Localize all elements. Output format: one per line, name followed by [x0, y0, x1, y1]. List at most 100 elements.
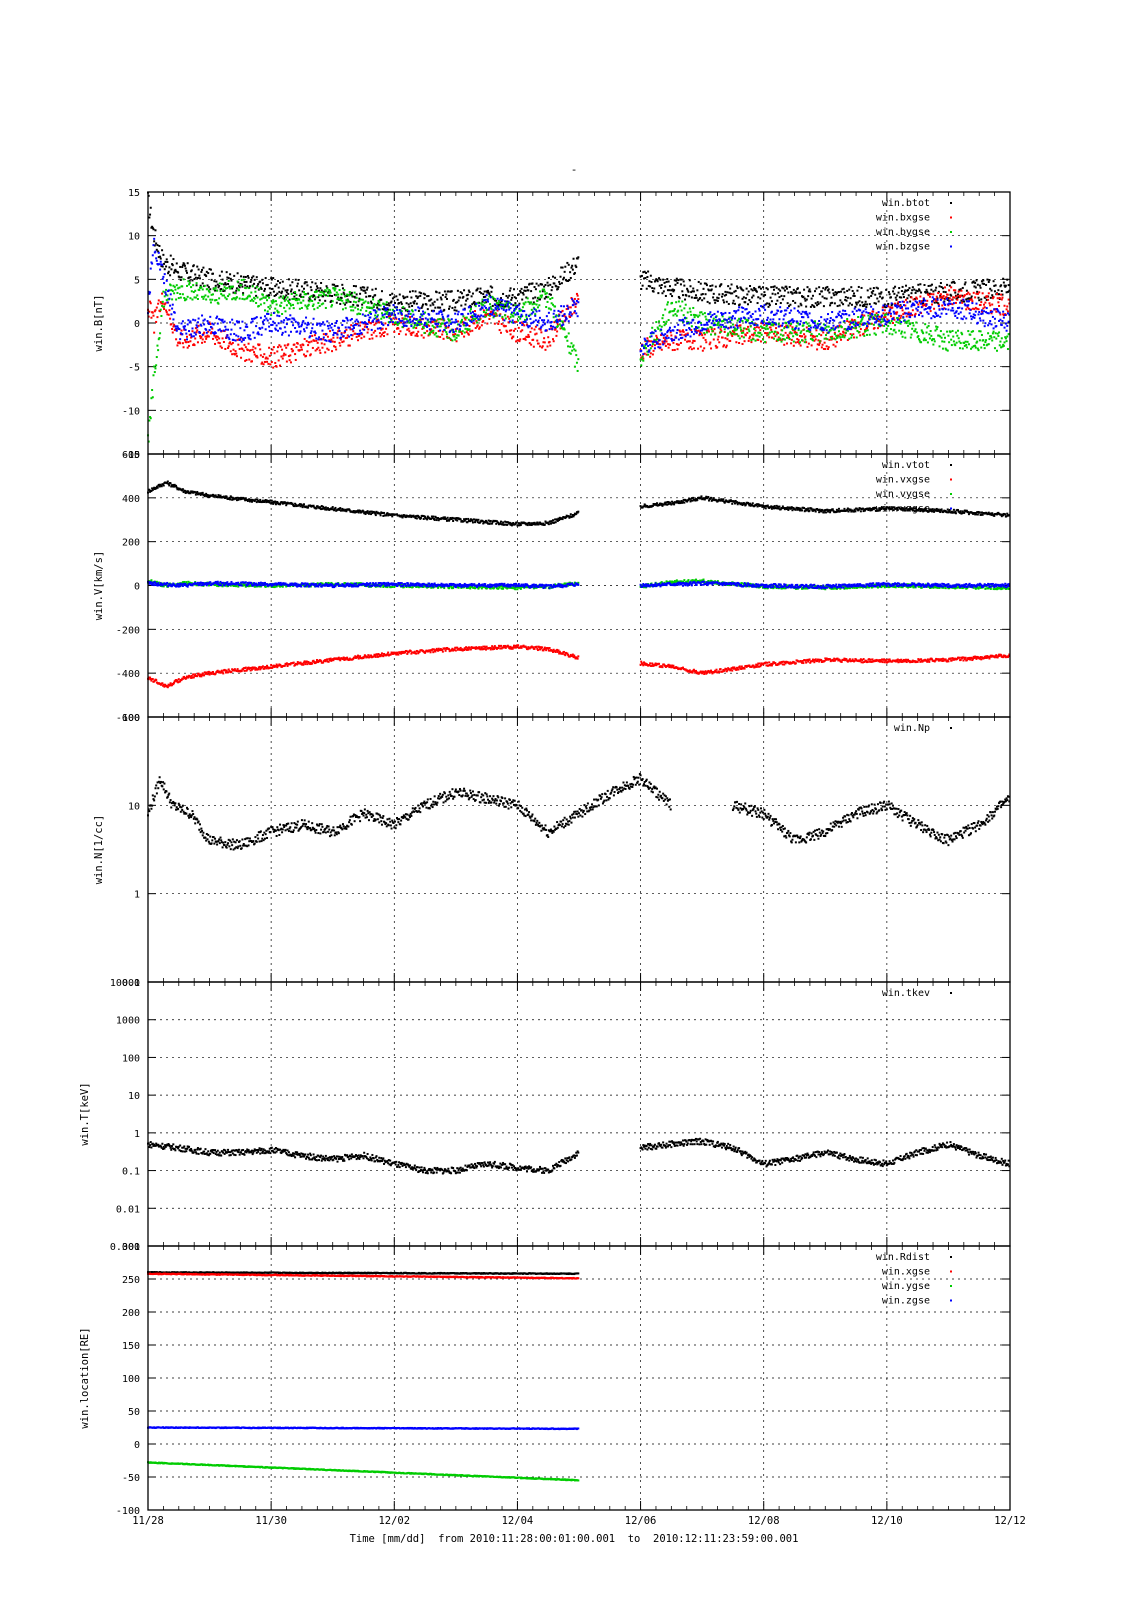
data-point — [436, 325, 439, 328]
data-point — [811, 339, 814, 342]
data-point — [326, 335, 329, 338]
data-point — [917, 283, 920, 286]
data-point — [397, 327, 400, 330]
data-point — [194, 273, 197, 276]
data-point — [929, 284, 932, 287]
data-point — [205, 270, 208, 273]
data-point — [383, 316, 386, 319]
data-point — [177, 287, 180, 290]
data-point — [236, 321, 239, 324]
data-point — [772, 337, 775, 340]
data-point — [346, 294, 349, 297]
data-point — [495, 314, 498, 317]
data-point — [181, 342, 184, 345]
data-point — [532, 301, 535, 304]
data-point — [411, 320, 414, 323]
data-point — [920, 291, 923, 294]
data-point — [328, 324, 331, 327]
data-point — [257, 333, 260, 336]
data-point — [474, 318, 477, 321]
data-point — [982, 307, 985, 310]
data-point — [263, 302, 266, 305]
data-point — [712, 324, 715, 327]
data-point — [782, 287, 785, 290]
data-point — [261, 278, 264, 281]
data-point — [369, 295, 372, 298]
data-point — [403, 307, 406, 310]
data-point — [753, 331, 756, 334]
data-point — [694, 329, 697, 332]
data-point — [928, 306, 931, 309]
data-point — [457, 334, 460, 337]
data-point — [761, 326, 764, 329]
data-point — [182, 346, 185, 349]
data-point — [244, 287, 247, 290]
data-point — [356, 313, 359, 316]
data-point — [783, 327, 786, 330]
data-point — [378, 301, 381, 304]
data-point — [893, 292, 896, 295]
data-point — [1003, 284, 1006, 287]
data-point — [391, 321, 394, 324]
data-point — [644, 277, 647, 280]
data-point — [207, 335, 210, 338]
data-point — [824, 324, 827, 327]
data-point — [737, 296, 740, 299]
data-point — [869, 315, 872, 318]
data-point — [944, 291, 947, 294]
data-point — [878, 325, 881, 328]
data-point — [554, 327, 557, 330]
data-point — [183, 328, 186, 331]
data-point — [362, 289, 365, 292]
data-point — [435, 332, 438, 335]
data-point — [756, 334, 759, 337]
data-point — [521, 329, 524, 332]
data-point — [302, 353, 305, 356]
data-point — [970, 295, 973, 298]
data-point — [649, 285, 652, 288]
data-point — [430, 330, 433, 333]
data-point — [989, 311, 992, 314]
data-point — [981, 282, 984, 285]
data-point — [172, 284, 175, 287]
data-point — [269, 291, 272, 294]
data-point — [182, 262, 185, 265]
data-point — [761, 305, 764, 308]
data-point — [800, 304, 803, 307]
data-point — [640, 356, 643, 359]
data-point — [280, 301, 283, 304]
data-point — [363, 321, 366, 324]
data-point — [285, 291, 288, 294]
data-point — [643, 346, 646, 349]
data-point — [513, 312, 516, 315]
data-point — [654, 279, 657, 282]
data-point — [186, 262, 189, 265]
data-point — [149, 302, 152, 305]
data-point — [697, 329, 700, 332]
data-point — [971, 300, 974, 303]
data-point — [342, 340, 345, 343]
data-point — [512, 304, 515, 307]
data-point — [664, 308, 667, 311]
data-point — [952, 340, 955, 343]
data-point — [540, 325, 543, 328]
data-point — [647, 350, 650, 353]
data-point — [300, 346, 303, 349]
data-point — [485, 294, 488, 297]
data-point — [541, 290, 544, 293]
data-point — [203, 331, 206, 334]
data-point — [569, 271, 572, 274]
data-point — [895, 304, 898, 307]
data-point — [272, 346, 275, 349]
data-point — [965, 308, 968, 311]
data-point — [778, 296, 781, 299]
data-point — [155, 242, 158, 245]
data-point — [669, 331, 672, 334]
data-point — [478, 318, 481, 321]
data-point — [653, 329, 656, 332]
data-point — [903, 331, 906, 334]
data-point — [843, 291, 846, 294]
data-point — [233, 292, 236, 295]
data-point — [386, 310, 389, 313]
data-point — [849, 297, 852, 300]
